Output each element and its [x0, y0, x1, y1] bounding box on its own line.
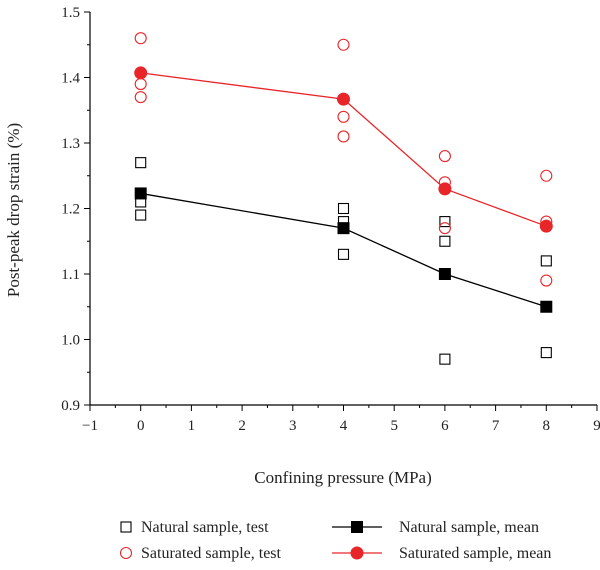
y-tick-label: 1.0: [61, 333, 80, 349]
data-point: [134, 187, 147, 200]
data-point: [540, 169, 553, 182]
x-tick-label: 3: [289, 418, 297, 434]
series-1: [135, 157, 552, 365]
y-tick-label: 1.2: [61, 202, 80, 218]
legend-marker: [351, 521, 363, 533]
data-point: [438, 222, 451, 235]
y-tick-label: 1.3: [61, 136, 80, 152]
data-point: [337, 222, 350, 235]
x-tick-label: 8: [543, 418, 551, 434]
data-point: [337, 110, 350, 123]
legend-item-1: Natural sample, test: [120, 519, 269, 536]
data-point: [540, 347, 552, 359]
legend-label: Natural sample, test: [141, 519, 269, 536]
y-tick-label: 1.5: [61, 5, 80, 21]
legend-marker: [120, 521, 132, 533]
data-point: [439, 235, 451, 247]
data-point: [135, 157, 147, 169]
x-tick-label: 2: [238, 418, 246, 434]
data-point: [337, 130, 350, 143]
legend: Natural sample, test Saturated sample, te…: [119, 519, 551, 562]
axes: −1 0 1 2 3 4 5 6 7 8 9 0.9 1.0 1.1 1.2 1.3 1.4 1.5: [61, 5, 600, 434]
data-point: [540, 274, 553, 287]
data-point: [438, 150, 451, 163]
x-tick-label: 5: [390, 418, 398, 434]
series-3: [134, 187, 553, 313]
legend-label: Saturated sample, test: [141, 545, 282, 562]
data-point: [439, 216, 451, 228]
x-tick-label: 0: [137, 418, 145, 434]
data-point: [439, 353, 451, 365]
data-point: [438, 268, 451, 280]
series-line: [140, 192, 547, 308]
legend-item-2: Saturated sample, test: [119, 545, 282, 562]
y-tick-label: 1.1: [61, 267, 80, 283]
x-tick-label: −1: [82, 418, 98, 434]
data-point: [134, 32, 147, 45]
data-point: [540, 255, 552, 267]
data-point: [337, 38, 350, 51]
data-point: [134, 66, 148, 80]
plot-marks: [134, 32, 553, 365]
x-tick-label: 9: [593, 418, 600, 434]
x-tick-label: 4: [340, 418, 348, 434]
data-point: [134, 78, 147, 91]
data-point: [539, 219, 553, 233]
data-point: [337, 202, 350, 215]
data-point: [438, 182, 452, 196]
y-tick-label: 0.9: [61, 398, 80, 414]
data-point: [337, 248, 350, 260]
data-point: [540, 300, 553, 313]
legend-item-3: Natural sample, mean: [332, 519, 539, 536]
y-axis-label: Post-peak drop strain (%): [4, 123, 23, 297]
legend-label: Saturated sample, mean: [399, 545, 551, 562]
legend-marker: [350, 546, 364, 560]
legend-label: Natural sample, mean: [399, 519, 539, 536]
data-point: [337, 92, 350, 106]
series-2: [134, 32, 553, 287]
series-4: [134, 66, 553, 233]
legend-marker: [119, 546, 133, 560]
series-line: [140, 72, 547, 227]
x-tick-label: 1: [188, 418, 196, 434]
x-tick-label: 7: [492, 418, 500, 434]
data-point: [135, 209, 147, 221]
x-tick-label: 6: [441, 418, 449, 434]
y-tick-label: 1.4: [61, 71, 80, 87]
x-axis-label: Confining pressure (MPa): [254, 468, 432, 487]
legend-item-4: Saturated sample, mean: [332, 545, 551, 562]
data-point: [134, 91, 147, 104]
